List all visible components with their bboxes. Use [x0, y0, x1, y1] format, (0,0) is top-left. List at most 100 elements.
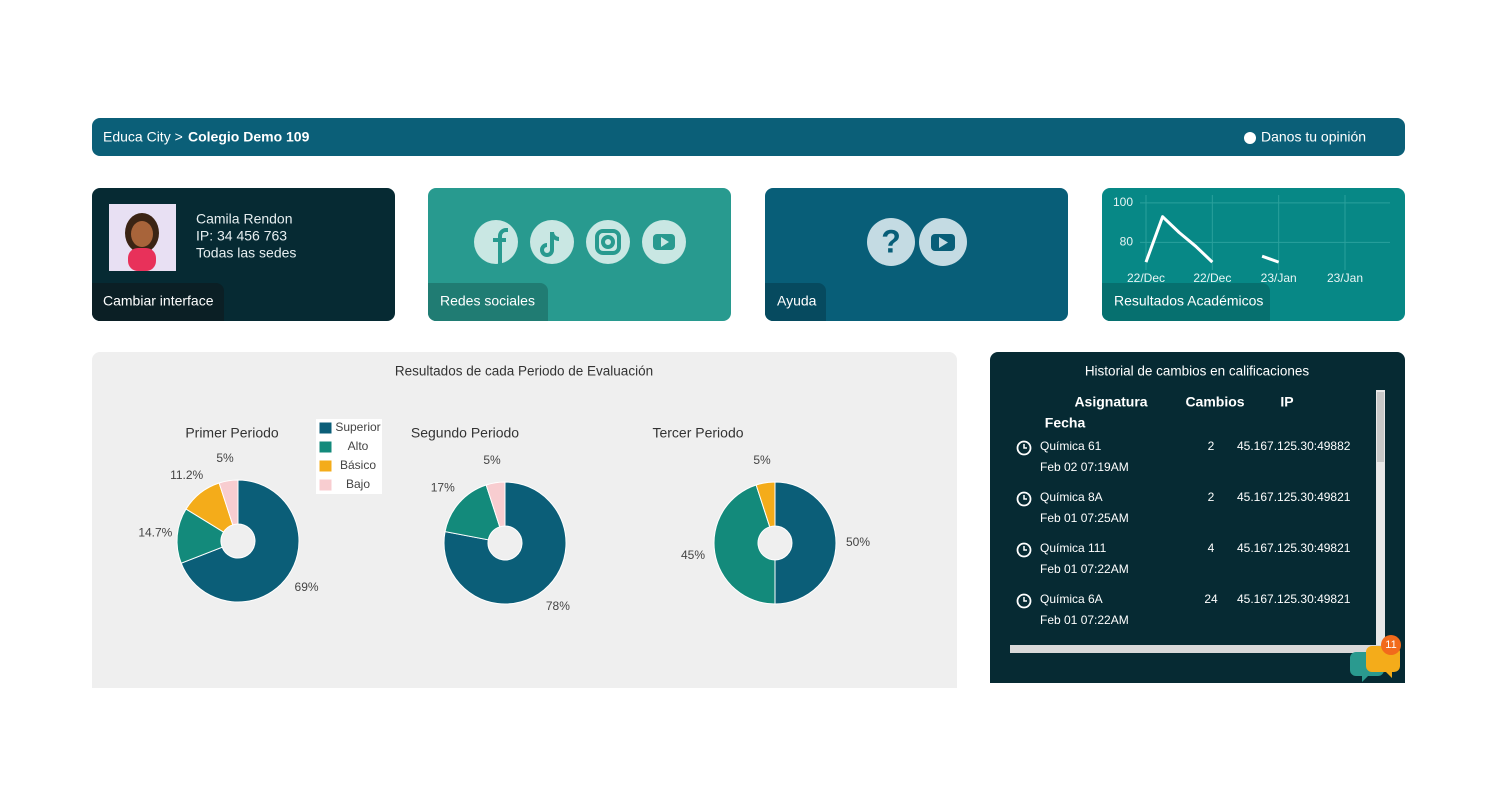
card-label[interactable]: Redes sociales — [440, 293, 535, 309]
card-label[interactable]: Ayuda — [777, 293, 817, 309]
pies: Superior Alto Básico Bajo Primer Periodo 69% 1… — [138, 420, 870, 613]
scrollbar-h[interactable] — [1010, 645, 1385, 653]
cell-date: Feb 01 07:22AM — [1040, 562, 1129, 576]
clock-icon — [1016, 542, 1032, 558]
breadcrumb[interactable]: Educa City > — [103, 129, 183, 145]
clock-hands — [1023, 495, 1027, 500]
youtube-play — [661, 237, 669, 247]
data-label: 69% — [295, 580, 319, 594]
pie-title: Segundo Periodo — [411, 425, 519, 441]
y-tick-label: 100 — [1113, 195, 1133, 209]
column-header: Cambios — [1185, 394, 1244, 410]
legend-label: Básico — [340, 458, 376, 472]
video-play — [939, 237, 948, 248]
user-sedes: Todas las sedes — [196, 245, 296, 261]
legend-label: Alto — [348, 439, 369, 453]
column-header: Asignatura — [1074, 394, 1147, 410]
pie-slice — [485, 481, 506, 528]
data-label: 5% — [753, 453, 771, 467]
pie-slice — [218, 479, 239, 526]
mini-chart: 80 100 22/Dec 22/Dec 23/Jan 23/Jan — [1113, 195, 1390, 285]
data-label: 14.7% — [138, 526, 172, 540]
card-tab — [428, 283, 548, 321]
cell-subject: Química 6A — [1040, 592, 1103, 606]
scroll-thumb[interactable] — [1377, 392, 1384, 462]
scrollbar-v[interactable] — [1376, 390, 1385, 645]
instagram-icon[interactable] — [586, 220, 630, 264]
x-tick-label: 22/Dec — [1193, 271, 1231, 285]
history-panel — [990, 352, 1405, 683]
chat-badge: 11 — [1385, 639, 1396, 651]
x-tick-label: 22/Dec — [1127, 271, 1165, 285]
data-label: 5% — [216, 451, 234, 465]
card-label[interactable]: Resultados Académicos — [1114, 293, 1263, 309]
cell-ip: 45.167.125.30:49821 — [1237, 592, 1351, 606]
history-title: Historial de cambios en calificaciones — [1085, 364, 1310, 379]
legend-label: Superior — [335, 420, 380, 434]
cell-ip: 45.167.125.30:49821 — [1237, 490, 1351, 504]
x-tick-label: 23/Jan — [1261, 271, 1297, 285]
card-label[interactable]: Cambiar interface — [103, 293, 214, 309]
pie-slice — [774, 481, 837, 605]
clock-hands — [1023, 444, 1027, 449]
clock-icon — [1016, 593, 1032, 609]
cell-subject: Química 111 — [1040, 541, 1107, 555]
clock-hands — [1023, 597, 1027, 602]
header-bar — [92, 118, 1405, 156]
pie-slice — [180, 479, 300, 603]
clock-hands — [1023, 546, 1027, 551]
legend-swatch — [318, 459, 333, 473]
cell-date: Feb 02 07:19AM — [1040, 460, 1129, 474]
avatar — [125, 213, 159, 271]
school-name: Colegio Demo 109 — [188, 129, 310, 145]
pie-slice — [713, 484, 776, 605]
column-header: Fecha — [1045, 415, 1086, 431]
data-label: 5% — [483, 453, 501, 467]
clock-icon — [1016, 440, 1032, 456]
cell-changes: 2 — [1208, 490, 1215, 504]
y-tick-label: 80 — [1120, 235, 1134, 249]
history-table: Asignatura Cambios IP Fecha Química 61 2 45.16… — [1016, 394, 1351, 627]
legend-swatch — [318, 421, 333, 435]
cell-changes: 4 — [1208, 541, 1215, 555]
help-icon[interactable] — [867, 218, 915, 266]
pie-slice — [755, 481, 776, 528]
pie-title: Primer Periodo — [185, 425, 279, 441]
cell-date: Feb 01 07:22AM — [1040, 613, 1129, 627]
social-glyphs — [493, 228, 621, 264]
data-label: 17% — [431, 480, 455, 494]
feedback-link[interactable]: Danos tu opinión — [1261, 129, 1366, 145]
cell-ip: 45.167.125.30:49821 — [1237, 541, 1351, 555]
feedback-icon — [1244, 132, 1256, 144]
x-tick-label: 23/Jan — [1327, 271, 1363, 285]
card-tab — [1102, 283, 1270, 321]
cell-date: Feb 01 07:25AM — [1040, 511, 1129, 525]
chat-button[interactable]: 11 — [1350, 635, 1401, 682]
cell-subject: Química 61 — [1040, 439, 1102, 453]
data-label: 45% — [681, 548, 705, 562]
data-label: 50% — [846, 535, 870, 549]
legend-swatch — [318, 440, 333, 454]
cell-changes: 24 — [1204, 592, 1218, 606]
column-header: IP — [1280, 394, 1293, 410]
user-ip: IP: 34 456 763 — [196, 228, 287, 244]
pie-slice — [443, 481, 567, 605]
data-label: 78% — [546, 599, 570, 613]
cell-ip: 45.167.125.30:49882 — [1237, 439, 1351, 453]
pie-title: Tercer Periodo — [652, 425, 743, 441]
help-card — [765, 188, 1068, 321]
card-tab — [92, 283, 224, 321]
cell-subject: Química 8A — [1040, 490, 1103, 504]
clock-icon — [1016, 491, 1032, 507]
pie-slice — [444, 484, 501, 541]
data-label: 11.2% — [170, 468, 203, 482]
card-tab — [765, 283, 826, 321]
cell-changes: 2 — [1208, 439, 1215, 453]
user-name: Camila Rendon — [196, 211, 293, 227]
legend-swatch — [318, 478, 333, 492]
legend-label: Bajo — [346, 477, 370, 491]
line — [1144, 215, 1280, 264]
help-glyph: ? — [881, 223, 901, 259]
results-title: Resultados de cada Periodo de Evaluación — [395, 364, 653, 379]
